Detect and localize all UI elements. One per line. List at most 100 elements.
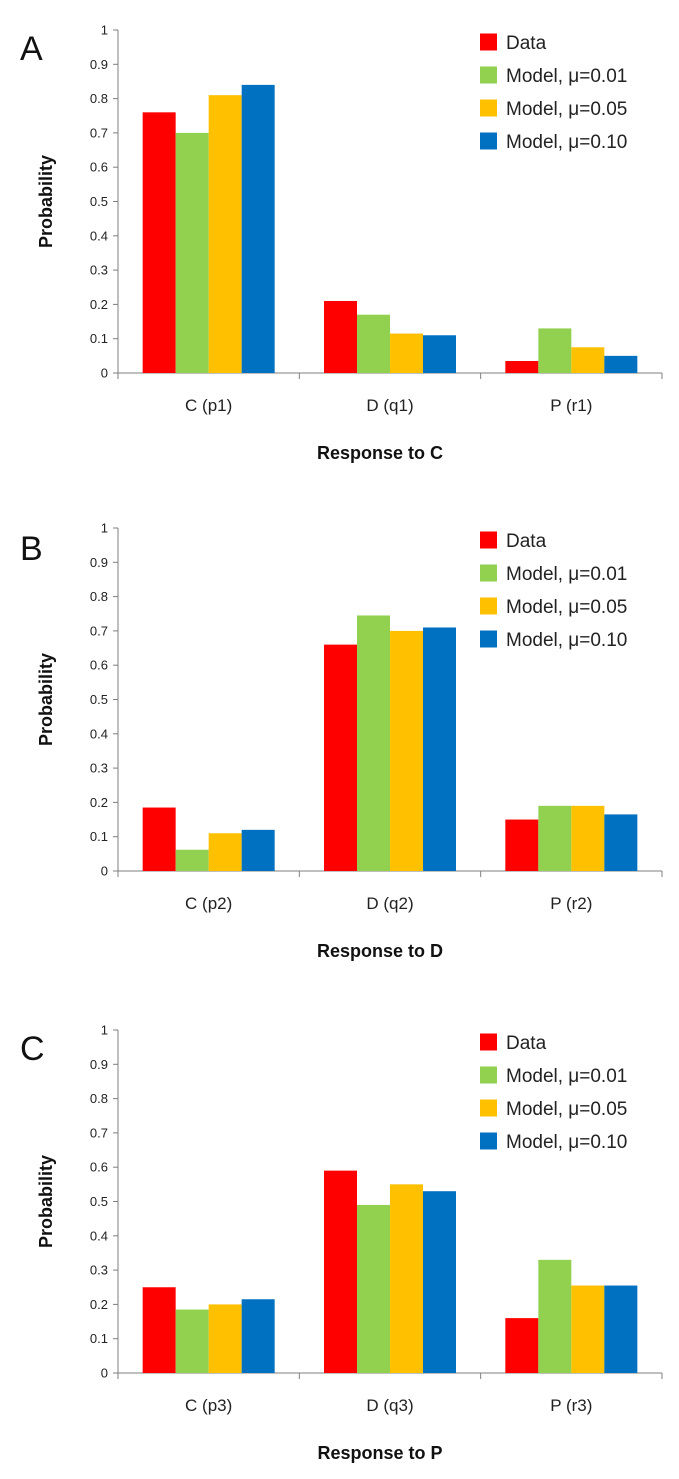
- y-tick-label: 0.6: [90, 160, 108, 175]
- bar-dq1-series-0: [324, 300, 357, 373]
- bar-dq3-series-2: [390, 1184, 423, 1373]
- y-tick-label: 1: [101, 23, 108, 38]
- y-tick-label: 0.9: [90, 1057, 108, 1072]
- y-axis-title: Probability: [36, 1155, 56, 1248]
- y-tick-label: 0.2: [90, 795, 108, 810]
- legend-entry: Model, μ=0.01: [506, 66, 627, 87]
- bar-pr1-series-3: [604, 355, 638, 373]
- legend-swatch: [480, 33, 497, 51]
- x-axis-title: Response to P: [317, 1443, 442, 1463]
- legend-entry: Model, μ=0.05: [506, 99, 627, 120]
- legend-swatch: [480, 66, 497, 84]
- bar-pr3-series-3: [604, 1285, 638, 1373]
- legend: Data Model, μ=0.01 Model, μ=0.05 Model, μ=0…: [480, 33, 627, 153]
- y-tick-label: 0.9: [90, 555, 108, 570]
- bar-pr1-series-1: [538, 328, 572, 373]
- legend-swatch: [480, 132, 497, 150]
- legend: Data Model, μ=0.01 Model, μ=0.05 Model, μ=0…: [480, 1033, 627, 1153]
- bar-cp3-series-2: [208, 1304, 242, 1373]
- y-tick-label: 0.8: [90, 589, 108, 604]
- chart-panel-b: B 0 0.1 0.2 0.3 0.4 0.5 0.6 0.7 0.8 0.9 1 C (p2) D (q…: [20, 521, 663, 961]
- panel-letter: A: [20, 30, 43, 68]
- x-category-label: C (p3): [185, 1396, 232, 1415]
- bar-pr2-series-2: [571, 805, 605, 871]
- bar-cp1-series-0: [142, 112, 176, 373]
- bar-dq2-series-3: [423, 627, 456, 871]
- bar-dq1-series-1: [357, 314, 390, 373]
- y-axis-title: Probability: [36, 155, 56, 248]
- y-tick-label: 0.4: [90, 1228, 108, 1243]
- x-category-label: P (r3): [550, 1396, 592, 1415]
- legend-entry: Model, μ=0.10: [506, 132, 627, 153]
- bar-cp3-series-0: [142, 1287, 176, 1373]
- legend-entry: Model, μ=0.10: [506, 630, 627, 651]
- bar-pr1-series-2: [571, 347, 605, 373]
- legend-entry: Data: [506, 1033, 547, 1054]
- y-tick-label: 0.5: [90, 692, 108, 707]
- legend-swatch: [480, 1099, 497, 1117]
- legend-swatch: [480, 564, 497, 582]
- bar-pr3-series-0: [505, 1318, 539, 1373]
- y-tick-label: 0.8: [90, 1091, 108, 1106]
- y-tick-label: 0.4: [90, 228, 108, 243]
- x-category-label: P (r2): [550, 894, 592, 913]
- y-tick-label: 0: [101, 1366, 108, 1381]
- y-tick-label: 0.3: [90, 1263, 108, 1278]
- bar-cp1-series-2: [208, 95, 242, 374]
- y-tick-label: 0.7: [90, 125, 108, 140]
- bar-cp2-series-3: [241, 829, 275, 871]
- legend-entry: Model, μ=0.01: [506, 564, 627, 585]
- legend-entry: Data: [506, 531, 547, 552]
- bar-pr2-series-0: [505, 819, 539, 871]
- bar-cp1-series-1: [175, 132, 209, 373]
- x-category-label: P (r1): [550, 396, 592, 415]
- y-tick-label: 0.8: [90, 91, 108, 106]
- x-axis-title: Response to C: [317, 443, 443, 463]
- x-category-label: D (q1): [366, 396, 413, 415]
- bar-dq2-series-0: [324, 644, 357, 871]
- bar-dq3-series-3: [423, 1191, 456, 1373]
- y-tick-label: 1: [101, 1023, 108, 1038]
- bar-cp2-series-1: [175, 849, 209, 871]
- bar-cp3-series-1: [175, 1309, 209, 1373]
- bar-dq3-series-0: [324, 1170, 357, 1373]
- bar-dq2-series-1: [357, 615, 390, 871]
- y-tick-label: 0.2: [90, 297, 108, 312]
- chart-panel-c: C 0 0.1 0.2 0.3 0.4 0.5 0.6 0.7 0.8 0.9 1 C (p3) D (q…: [20, 1023, 663, 1463]
- y-tick-label: 0.9: [90, 57, 108, 72]
- bar-cp2-series-0: [142, 807, 176, 871]
- chart-panel-a: A 0 0.1 0.2 0.3 0.4 0.5 0.6 0.7 0.8 0.9 1 C (p1) D (q…: [20, 23, 663, 463]
- y-tick-label: 0.3: [90, 263, 108, 278]
- y-tick-label: 0.7: [90, 1125, 108, 1140]
- legend-entry: Data: [506, 33, 547, 54]
- legend-swatch: [480, 531, 497, 549]
- legend-swatch: [480, 1132, 497, 1150]
- bar-cp3-series-3: [241, 1299, 275, 1373]
- bar-pr2-series-3: [604, 814, 638, 871]
- bar-cp2-series-2: [208, 833, 242, 871]
- x-category-label: D (q3): [366, 1396, 413, 1415]
- y-tick-label: 0.7: [90, 623, 108, 638]
- x-category-label: C (p2): [185, 894, 232, 913]
- y-tick-label: 0.4: [90, 726, 108, 741]
- panel-letter: C: [20, 1030, 45, 1068]
- y-tick-label: 0: [101, 366, 108, 381]
- legend-swatch: [480, 1066, 497, 1084]
- legend-swatch: [480, 99, 497, 117]
- y-tick-label: 0.5: [90, 194, 108, 209]
- bar-pr2-series-1: [538, 805, 572, 871]
- y-axis-title: Probability: [36, 653, 56, 746]
- legend-entry: Model, μ=0.05: [506, 597, 627, 618]
- bar-cp1-series-3: [241, 84, 275, 373]
- bar-pr3-series-2: [571, 1285, 605, 1373]
- legend: Data Model, μ=0.01 Model, μ=0.05 Model, μ=0…: [480, 531, 627, 651]
- legend-entry: Model, μ=0.01: [506, 1066, 627, 1087]
- y-tick-label: 0.1: [90, 829, 108, 844]
- bar-dq3-series-1: [357, 1204, 390, 1373]
- legend-entry: Model, μ=0.10: [506, 1132, 627, 1153]
- y-tick-label: 1: [101, 521, 108, 536]
- legend-entry: Model, μ=0.05: [506, 1099, 627, 1120]
- bar-pr3-series-1: [538, 1259, 572, 1373]
- y-tick-label: 0: [101, 864, 108, 879]
